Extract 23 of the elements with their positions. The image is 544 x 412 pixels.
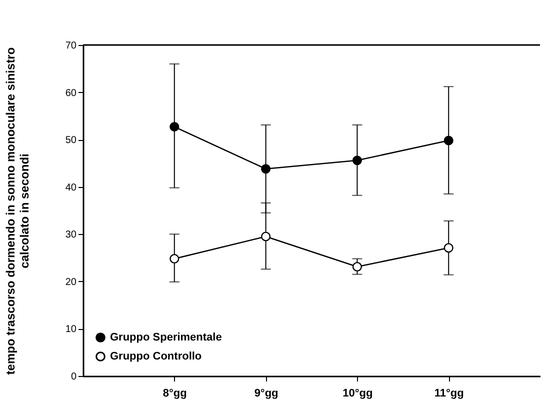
y-axis-title: tempo trascorso dormendo in sonno monoculare sinistro calcolato in secondi [3, 47, 32, 375]
y-tick-label: 20 [65, 276, 77, 288]
y-tick-label: 30 [65, 230, 77, 241]
point [352, 156, 362, 166]
point [444, 243, 454, 253]
y-tick-label: 40 [65, 182, 77, 194]
point [170, 122, 180, 132]
y-tick-label: 0 [70, 372, 77, 382]
x-tick-label: 11°gg [434, 388, 464, 400]
y-tick-label: 50 [65, 135, 77, 146]
x-tick-label: 8°gg [162, 388, 187, 400]
legend-label: Gruppo Controllo [110, 350, 202, 362]
point [261, 164, 271, 174]
point [261, 232, 271, 242]
y-tick-label: 60 [65, 88, 77, 99]
point [170, 254, 180, 264]
y-tick-label: 70 [65, 40, 77, 52]
y-tick-label: 10 [65, 324, 77, 336]
point [444, 136, 454, 146]
x-tick-label: 10°gg [342, 388, 373, 400]
legend-label: Gruppo Sperimentale [110, 332, 222, 344]
point [352, 262, 362, 272]
x-tick-label: 9°gg [254, 388, 278, 400]
